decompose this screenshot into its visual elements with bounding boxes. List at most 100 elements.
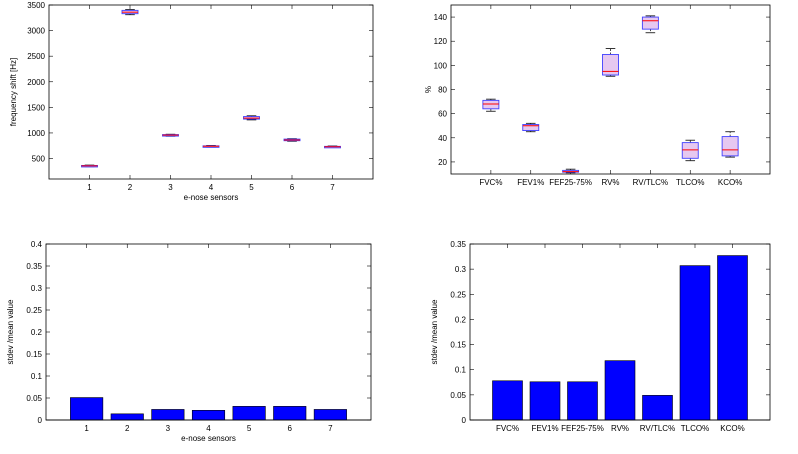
box-rv-tlc-: [641, 15, 659, 34]
bar-fef25-75-: [567, 381, 598, 421]
box-body: [482, 99, 500, 110]
x-tick-label: TLCO%: [681, 424, 709, 433]
y-axis-label: %: [424, 86, 433, 93]
plot-frame: [45, 243, 372, 421]
y-tick-label: 0.2: [455, 315, 467, 324]
box-body: [602, 54, 619, 76]
box-2: [121, 9, 139, 16]
x-tick-label: RV/TLC%: [640, 424, 675, 433]
y-tick-label: 20: [438, 158, 447, 167]
y-tick-label: 0.3: [455, 265, 467, 274]
bar-tlco-: [679, 265, 711, 421]
x-tick-label: 5: [247, 424, 252, 433]
bar-rv-: [604, 360, 636, 421]
x-tick-label: 4: [209, 183, 214, 192]
bar-rv-tlc-: [642, 395, 673, 421]
x-tick-label: FEV1%: [531, 424, 558, 433]
bar-5: [232, 406, 266, 421]
y-tick-label: 2000: [27, 78, 45, 87]
box-rv-: [602, 48, 619, 77]
y-tick-label: 0.3: [31, 284, 43, 293]
x-tick-label: 1: [84, 424, 89, 433]
y-tick-label: 0.2: [31, 328, 43, 337]
box-7: [324, 145, 341, 149]
y-axis-label: stdev /mean value: [6, 299, 15, 364]
x-tick-label: 2: [125, 424, 130, 433]
x-tick-label: FEF25-75%: [549, 178, 592, 187]
x-tick-label: 2: [128, 183, 133, 192]
x-tick-label: FEV1%: [517, 178, 544, 187]
box-4: [202, 145, 220, 148]
y-tick-label: 2500: [27, 52, 45, 61]
x-tick-label: 1: [87, 183, 92, 192]
box-1: [81, 164, 98, 168]
y-tick-label: 100: [434, 61, 448, 70]
chart-3: 0 0.05 0.1 0.15 0.2 0.25 0.3 0.35 0.4 1 2 3 4 5 6 7 e-no…: [6, 240, 372, 443]
bar-7: [313, 409, 347, 421]
box-body: [721, 136, 739, 157]
box-6: [283, 138, 301, 142]
y-tick-label: 40: [438, 134, 447, 143]
box-body: [522, 124, 540, 131]
x-tick-label: 6: [288, 424, 293, 433]
box-fvc-: [482, 98, 500, 112]
y-tick-label: 0.15: [450, 341, 466, 350]
y-tick-label: 0.15: [26, 350, 42, 359]
y-tick-label: 1000: [27, 129, 45, 138]
y-tick-label: 0.05: [26, 394, 42, 403]
y-tick-label: 500: [32, 155, 46, 164]
chart-4: 0 0.05 0.1 0.15 0.2 0.25 0.3 0.35 FVC% FEV1% FEF25…: [430, 240, 771, 433]
y-tick-label: 60: [438, 110, 447, 119]
bar-1: [70, 397, 104, 421]
y-tick-label: 0.35: [450, 240, 466, 249]
x-tick-label: RV/TLC%: [633, 178, 668, 187]
x-tick-label: RV%: [611, 424, 629, 433]
box-kco-: [721, 131, 739, 158]
x-tick-label: 4: [206, 424, 211, 433]
y-tick-label: 0.25: [450, 290, 466, 299]
bar-fvc-: [492, 380, 523, 421]
y-tick-label: 0.1: [455, 366, 467, 375]
box-body: [681, 142, 699, 159]
box-3: [162, 133, 179, 137]
bar-6: [273, 406, 307, 421]
bar-kco-: [717, 255, 748, 421]
x-tick-label: 3: [166, 424, 171, 433]
x-tick-label: 7: [330, 183, 335, 192]
x-axis-label: e-nose sensors: [184, 193, 239, 202]
y-tick-label: 0: [462, 416, 467, 425]
y-tick-label: 0.1: [31, 372, 43, 381]
bar-4: [191, 410, 226, 421]
y-tick-label: 3000: [27, 27, 45, 36]
box-body: [641, 16, 659, 30]
bar-2: [110, 413, 144, 421]
x-tick-label: 3: [168, 183, 173, 192]
bar-3: [151, 409, 185, 421]
x-tick-label: 6: [290, 183, 295, 192]
x-tick-label: FEF25-75%: [561, 424, 604, 433]
x-tick-label: TLCO%: [676, 178, 704, 187]
y-tick-label: 0.4: [31, 240, 43, 249]
y-axis-label: frequency shift [Hz]: [9, 58, 18, 126]
y-tick-label: 0.05: [450, 391, 466, 400]
x-tick-label: 5: [249, 183, 254, 192]
y-tick-label: 0.35: [26, 262, 42, 271]
x-tick-label: RV%: [601, 178, 619, 187]
y-tick-label: 80: [438, 86, 447, 95]
y-tick-label: 120: [434, 37, 448, 46]
y-tick-label: 1500: [27, 103, 45, 112]
x-tick-label: KCO%: [718, 178, 742, 187]
plot-frame: [450, 4, 771, 175]
bar-fev1-: [529, 381, 561, 421]
x-axis-label: e-nose sensors: [181, 434, 236, 443]
x-tick-label: KCO%: [720, 424, 744, 433]
box-fev1-: [522, 122, 540, 133]
plot-frame: [48, 4, 374, 180]
chart-2: 20 40 60 80 100 120 140 FVC% FEV1% FEF25-75% RV% RV…: [424, 4, 771, 187]
x-tick-label: FVC%: [479, 178, 502, 187]
box-fef25-75-: [562, 168, 580, 174]
y-tick-label: 0: [38, 416, 43, 425]
y-tick-label: 0.25: [26, 306, 42, 315]
y-tick-label: 140: [434, 13, 448, 22]
box-tlco-: [681, 139, 699, 162]
